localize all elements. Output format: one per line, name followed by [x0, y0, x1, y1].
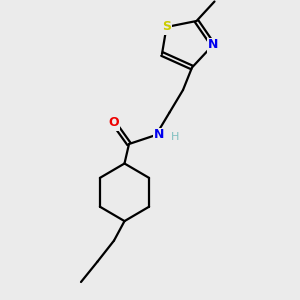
Text: N: N — [154, 128, 164, 142]
Text: N: N — [208, 38, 218, 52]
Text: H: H — [170, 131, 179, 142]
Text: O: O — [109, 116, 119, 130]
Text: S: S — [162, 20, 171, 34]
